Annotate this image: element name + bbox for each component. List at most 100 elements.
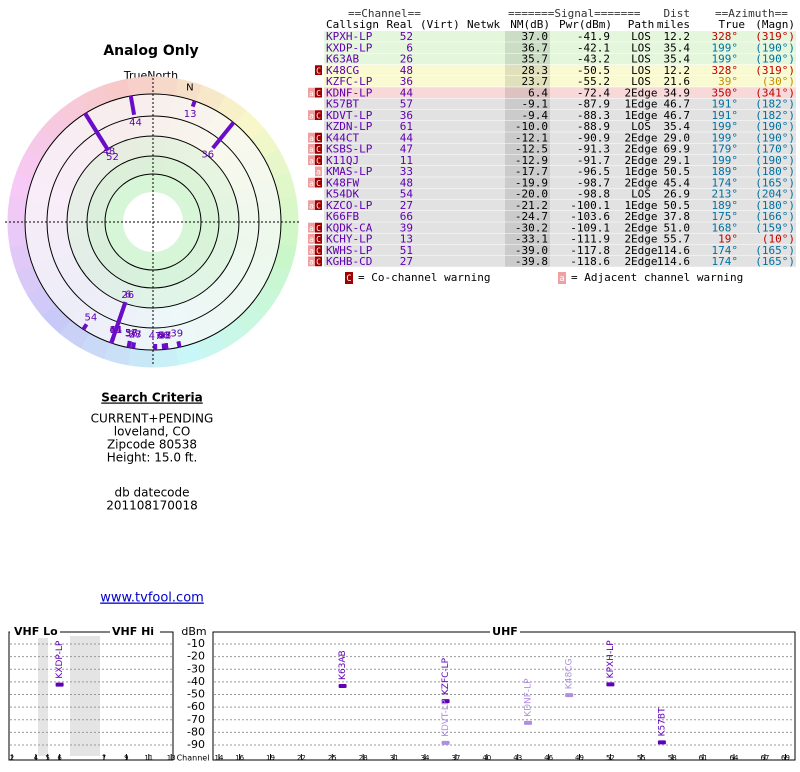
north-mark: N — [186, 82, 193, 93]
y-tick-label: -10 — [187, 637, 205, 650]
station-mark — [83, 324, 86, 329]
warning-letter: C — [316, 89, 321, 98]
x-tick-label: 43 — [513, 754, 522, 762]
cell-az-magn: (165°) — [755, 255, 795, 268]
y-tick-label: -60 — [187, 700, 205, 713]
y-tick-label: -80 — [187, 725, 205, 738]
polar-sector — [8, 197, 27, 222]
signal-label: KZFC-LP — [441, 657, 451, 695]
column-header: Real — [387, 18, 414, 31]
warning-letter: a — [309, 201, 314, 210]
warning-letter: C — [316, 145, 321, 154]
station-label: 52 — [106, 152, 119, 163]
polar-sector — [128, 77, 153, 96]
warning-letter: C — [316, 201, 321, 210]
warning-letter: a — [309, 258, 314, 267]
signal-mark — [56, 683, 64, 687]
x-tick-label: 22 — [297, 754, 306, 762]
polar-sector — [153, 348, 178, 367]
cell-path: 2Edge — [624, 255, 657, 268]
column-header: Netwk — [467, 18, 500, 31]
station-label: 39 — [170, 329, 183, 340]
station-label: 6 — [125, 289, 131, 300]
search-title: Search Criteria — [101, 391, 202, 405]
warning-letter: a — [309, 156, 314, 165]
signal-mark — [565, 693, 573, 697]
x-tick-label: 6 — [57, 754, 62, 762]
warning-letter: a — [309, 134, 314, 143]
unused-band — [70, 636, 100, 756]
search-line: CURRENT+PENDING — [91, 412, 214, 426]
column-header: True — [719, 18, 746, 31]
warning-letter: C — [316, 156, 321, 165]
x-tick-label: 9 — [124, 754, 128, 762]
signal-mark — [606, 682, 614, 686]
signal-label: KXDP-LP — [55, 640, 65, 678]
polar-chart: N275113396627544833114744613657443648266… — [5, 77, 301, 367]
warning-letter: a — [309, 145, 314, 154]
cell-real: 27 — [400, 255, 413, 268]
cell-az-true: 174° — [712, 255, 739, 268]
uhf-box — [213, 632, 795, 760]
x-tick-label: 14 — [215, 754, 224, 762]
x-tick-label: 11 — [144, 754, 153, 762]
datecode-label: db datecode — [114, 486, 189, 500]
station-mark — [178, 341, 179, 347]
y-tick-label: -30 — [187, 662, 205, 675]
station-label: 13 — [184, 109, 197, 120]
station-mark — [129, 341, 130, 348]
search-line: loveland, CO — [114, 425, 191, 439]
column-header: (Virt) — [420, 18, 460, 31]
site-link[interactable]: www.tvfool.com — [100, 591, 204, 606]
polar-sector — [279, 197, 298, 222]
warning-letter: a — [309, 179, 314, 188]
y-tick-label: -40 — [187, 675, 205, 688]
x-tick-label: 28 — [359, 754, 368, 762]
warning-letter: C — [316, 235, 321, 244]
warning-letter: a — [309, 89, 314, 98]
polar-sector — [128, 348, 153, 367]
x-tick-label: 52 — [606, 754, 615, 762]
unused-band — [38, 636, 48, 756]
column-header: miles — [657, 18, 690, 31]
signal-label: KPXH-LP — [606, 640, 616, 679]
station-mark — [193, 101, 195, 107]
x-tick-label: 40 — [482, 754, 491, 762]
signal-mark — [442, 741, 450, 745]
column-header: Pwr(dBm) — [559, 18, 612, 31]
cell-nm: -39.8 — [515, 255, 548, 268]
x-tick-label: 19 — [266, 754, 275, 762]
polar-sector — [8, 222, 27, 247]
cell-callsign: KGHB-CD — [326, 255, 372, 268]
station-label: 57 — [125, 328, 138, 339]
signal-label: KDVT-LP — [441, 699, 451, 737]
column-header: (Magn) — [755, 18, 795, 31]
warning-letter: C — [316, 179, 321, 188]
x-tick-label: 49 — [575, 754, 584, 762]
y-tick-label: -20 — [187, 650, 205, 663]
search-line: Zipcode 80538 — [107, 438, 197, 452]
band-label: VHF Hi — [112, 625, 154, 638]
x-tick-label: 13 — [167, 754, 176, 762]
legend-icon-letter: a — [559, 274, 564, 284]
x-tick-label: 61 — [699, 754, 708, 762]
polar-title: Analog Only — [103, 43, 198, 59]
station-label: 47 — [149, 331, 162, 342]
signal-mark — [524, 721, 532, 725]
x-tick-label: 31 — [390, 754, 399, 762]
x-tick-label: 67 — [760, 754, 769, 762]
y-tick-label: -50 — [187, 688, 205, 701]
warning-letter: C — [316, 258, 321, 267]
warning-letter: a — [309, 235, 314, 244]
station-label: 36 — [201, 149, 214, 160]
warning-letter: C — [316, 66, 321, 75]
warning-letter: C — [316, 246, 321, 255]
y-tick-label: -70 — [187, 713, 205, 726]
x-tick-label: 16 — [235, 754, 244, 762]
polar-sector — [279, 222, 298, 247]
legend-icon-letter: C — [346, 274, 351, 284]
column-header: NM(dB) — [510, 18, 550, 31]
station-mark — [166, 343, 167, 349]
signal-mark — [658, 740, 666, 744]
